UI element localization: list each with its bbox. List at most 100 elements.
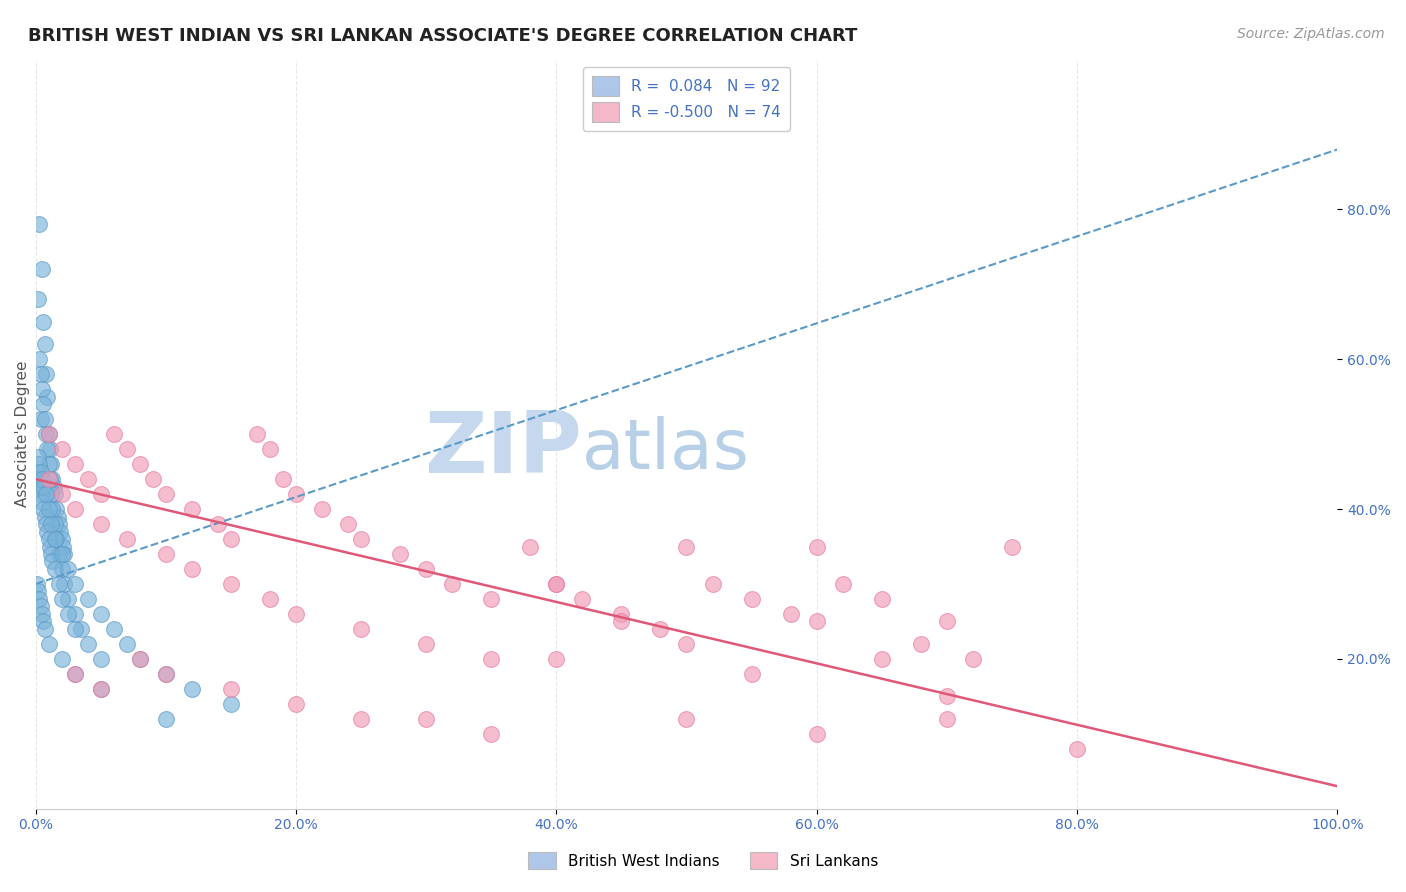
Point (441, 577, 464, 591)
Point (870, 652, 893, 666)
Text: Source: ZipAtlas.com: Source: ZipAtlas.com (1237, 27, 1385, 41)
Point (35, 516, 58, 531)
Point (38, 472, 60, 486)
Point (962, 652, 984, 666)
Point (41, 472, 63, 486)
Point (259, 442, 281, 456)
Point (831, 577, 853, 591)
Point (39, 487, 62, 501)
Point (155, 547, 177, 561)
Point (1066, 741, 1088, 756)
Point (128, 457, 150, 471)
Y-axis label: Associate's Degree: Associate's Degree (15, 361, 30, 508)
Point (48, 547, 70, 561)
Point (350, 622, 373, 636)
Point (44, 487, 66, 501)
Point (52, 540, 75, 554)
Point (675, 637, 697, 651)
Point (41, 502, 63, 516)
Point (39, 547, 62, 561)
Point (246, 427, 269, 442)
Point (38, 457, 60, 471)
Point (27, 472, 49, 486)
Point (45, 532, 67, 546)
Point (180, 681, 202, 696)
Point (271, 472, 294, 486)
Point (128, 652, 150, 666)
Point (51, 562, 73, 576)
Point (207, 516, 229, 531)
Point (870, 591, 893, 606)
Point (51, 487, 73, 501)
Point (155, 666, 177, 681)
Point (90, 652, 112, 666)
Point (115, 637, 138, 651)
Point (63, 577, 86, 591)
Point (519, 540, 541, 554)
Point (70, 622, 93, 636)
Point (142, 472, 165, 486)
Point (56, 607, 79, 621)
Point (779, 607, 801, 621)
Point (90, 681, 112, 696)
Point (702, 577, 724, 591)
Point (38, 427, 60, 442)
Point (45, 502, 67, 516)
Point (53, 547, 76, 561)
Point (63, 666, 86, 681)
Point (155, 487, 177, 501)
Point (35, 368, 58, 382)
Point (28, 591, 51, 606)
Point (935, 615, 957, 629)
Point (675, 712, 697, 726)
Point (30, 465, 52, 479)
Point (571, 591, 593, 606)
Point (41, 554, 63, 568)
Point (32, 479, 55, 493)
Point (284, 487, 307, 501)
Point (415, 562, 437, 576)
Point (28, 352, 51, 367)
Point (389, 547, 412, 561)
Point (27, 293, 49, 307)
Text: BRITISH WEST INDIAN VS SRI LANKAN ASSOCIATE'S DEGREE CORRELATION CHART: BRITISH WEST INDIAN VS SRI LANKAN ASSOCI… (28, 27, 858, 45)
Point (935, 712, 957, 726)
Point (38, 442, 60, 456)
Point (479, 591, 502, 606)
Point (741, 591, 763, 606)
Point (610, 607, 633, 621)
Point (51, 652, 73, 666)
Point (675, 540, 697, 554)
Point (56, 562, 79, 576)
Point (51, 547, 73, 561)
Point (76, 472, 98, 486)
Point (42, 479, 65, 493)
Point (38, 427, 60, 442)
Point (1001, 540, 1024, 554)
Point (63, 457, 86, 471)
Point (30, 487, 52, 501)
Point (53, 577, 76, 591)
Point (63, 622, 86, 636)
Point (28, 479, 51, 493)
Legend: British West Indians, Sri Lankans: British West Indians, Sri Lankans (522, 846, 884, 875)
Point (935, 690, 957, 704)
Point (63, 607, 86, 621)
Point (27, 584, 49, 599)
Point (155, 712, 177, 726)
Point (155, 666, 177, 681)
Point (103, 427, 125, 442)
Point (30, 368, 52, 382)
Point (63, 666, 86, 681)
Point (32, 397, 55, 411)
Point (44, 532, 66, 546)
Point (546, 652, 568, 666)
Point (48, 516, 70, 531)
Point (34, 509, 56, 524)
Point (415, 637, 437, 651)
Point (115, 532, 138, 546)
Point (44, 516, 66, 531)
Point (63, 502, 86, 516)
Point (910, 637, 932, 651)
Point (415, 712, 437, 726)
